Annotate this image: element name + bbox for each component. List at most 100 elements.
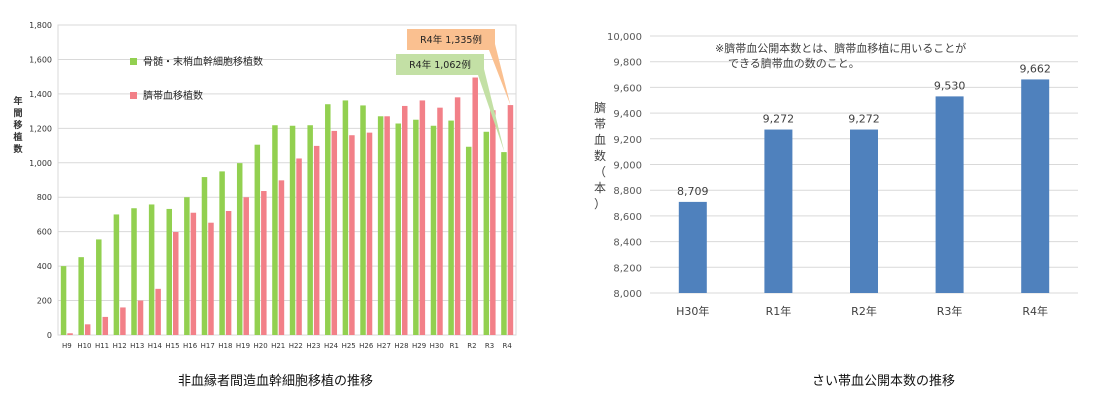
- y-tick-label: 8,200: [613, 263, 642, 274]
- x-tick-label: H16: [183, 342, 198, 350]
- x-tick-label: H28: [394, 342, 408, 350]
- x-tick-label: H27: [377, 342, 391, 350]
- callout-label: R4年 1,062例: [409, 59, 471, 71]
- x-tick-label: R2: [467, 342, 476, 350]
- x-tick-label: H26: [359, 342, 374, 350]
- bar: [402, 105, 408, 335]
- bar: [296, 158, 302, 335]
- bar: [84, 324, 91, 335]
- bar: [342, 100, 349, 335]
- x-tick-label: H23: [306, 342, 320, 350]
- bar: [501, 152, 507, 335]
- x-tick-label: R1: [450, 342, 459, 350]
- x-tick-label: H21: [271, 342, 285, 350]
- bar: [307, 125, 313, 335]
- y-axis-label: 移: [13, 119, 22, 131]
- legend-label: 骨髄・末梢血幹細胞移植数: [143, 55, 263, 68]
- bar: [349, 135, 355, 335]
- bar: [60, 266, 67, 335]
- bar: [384, 116, 390, 336]
- bar: [454, 97, 461, 335]
- bar: [78, 257, 84, 335]
- bar: [148, 204, 155, 335]
- y-tick-label: 0: [47, 331, 52, 340]
- legend-label: 臍帯血移植数: [143, 89, 203, 102]
- y-axis-label: 血: [594, 133, 606, 147]
- y-axis-label: 植: [12, 131, 22, 143]
- x-tick-label: H12: [113, 342, 127, 350]
- y-axis-label: 年: [13, 95, 22, 107]
- x-tick-label: H30年: [676, 304, 709, 318]
- cord-blood-chart: 8,000 8,200 8,400 8,600 8,800 9,000 9,200 9,400…: [594, 32, 1078, 318]
- bar: [764, 129, 793, 293]
- x-tick-label: H11: [95, 342, 109, 350]
- y-tick-label: 9,600: [613, 83, 642, 94]
- bar: [96, 239, 102, 335]
- y-tick-label: 9,000: [613, 161, 642, 172]
- legend-swatch: [130, 92, 137, 99]
- callout-pointer: [489, 44, 511, 106]
- bar: [366, 132, 373, 335]
- data-label: 9,272: [848, 113, 880, 126]
- bar: [166, 208, 172, 335]
- data-label: 9,272: [763, 113, 795, 126]
- bar: [184, 197, 190, 335]
- x-tick-label: H20: [253, 342, 267, 350]
- right-chart-caption: さい帯血公開本数の推移: [812, 374, 956, 389]
- bar: [272, 125, 278, 335]
- bar: [448, 120, 454, 335]
- bar: [430, 125, 437, 335]
- x-tick-label: H24: [324, 342, 339, 350]
- y-axis-label: 本: [594, 181, 606, 195]
- bar: [201, 177, 208, 335]
- bar: [472, 77, 478, 336]
- bar: [313, 145, 320, 335]
- bar: [236, 163, 243, 335]
- bar: [360, 105, 366, 335]
- data-label: 9,530: [934, 79, 966, 92]
- bar: [1021, 79, 1050, 293]
- bar: [678, 201, 707, 293]
- y-tick-label: 1,600: [29, 55, 52, 64]
- x-tick-label: R2年: [851, 304, 877, 318]
- bar: [208, 222, 214, 335]
- bar: [395, 123, 401, 335]
- bar: [113, 214, 120, 335]
- bar: [120, 307, 126, 335]
- bar: [465, 146, 472, 335]
- y-axis-label: 数: [594, 148, 606, 163]
- bar: [483, 131, 490, 335]
- bar: [935, 96, 964, 294]
- bar: [254, 144, 261, 335]
- note-text: できる臍帯血の数のこと。: [728, 56, 860, 70]
- bar: [67, 333, 73, 335]
- x-tick-label: R4: [503, 342, 513, 350]
- callout-box: [407, 29, 495, 50]
- bar: [850, 129, 878, 293]
- bar: [137, 300, 144, 335]
- y-tick-label: 9,800: [613, 58, 642, 69]
- callout-pointer: [478, 69, 505, 153]
- bar: [490, 110, 496, 335]
- data-label: 9,662: [1019, 62, 1050, 75]
- y-axis-label: 間: [13, 108, 22, 119]
- bar: [155, 288, 161, 335]
- y-tick-label: 8,600: [613, 212, 642, 223]
- y-axis-label: 臍: [594, 101, 606, 115]
- x-tick-label: H18: [218, 342, 232, 350]
- y-tick-label: 10,000: [607, 32, 642, 43]
- y-tick-label: 600: [37, 228, 52, 237]
- y-tick-label: 1,800: [29, 21, 52, 30]
- y-axis-label: 帯: [594, 117, 606, 131]
- x-tick-label: R1年: [766, 304, 792, 318]
- y-axis-label: 数: [13, 143, 23, 155]
- x-tick-label: H14: [148, 342, 163, 350]
- bar: [131, 208, 137, 335]
- y-tick-label: 8,400: [613, 238, 642, 249]
- y-tick-label: 9,400: [613, 109, 642, 120]
- y-axis-label: ）: [594, 197, 606, 211]
- x-tick-label: H13: [130, 342, 144, 350]
- left-chart-caption: 非血縁者間造血幹細胞移植の推移: [178, 374, 374, 389]
- bar: [278, 180, 285, 335]
- bar: [419, 100, 426, 335]
